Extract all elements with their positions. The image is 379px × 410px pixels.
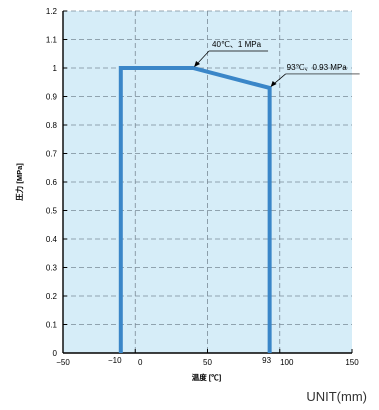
- y-tick-label: 0.6: [46, 178, 58, 187]
- x-tick-label: −50: [56, 358, 70, 367]
- y-tick-label: 0.4: [46, 235, 58, 244]
- y-tick-label: 0.5: [46, 207, 58, 216]
- grid-lines: [63, 10, 352, 353]
- y-tick-labels: 0 0.1 0.2 0.3 0.4 0.5 0.6 0.7 0.8 0.9 1 1.1 1.2: [46, 7, 58, 358]
- y-tick-label: 0.9: [46, 93, 58, 102]
- y-tick-label: 0.1: [46, 321, 58, 330]
- annotations: 40℃、1 MPa 93℃、0.93 MPa: [194, 40, 360, 87]
- leader-arrowhead: [270, 80, 277, 87]
- y-axis-title: 圧力 [MPa]: [14, 163, 24, 201]
- y-tick-label: 0.2: [46, 292, 58, 301]
- x-tick-label: −10: [108, 356, 122, 365]
- leader-arrowhead: [194, 61, 201, 67]
- y-tick-label: 1.2: [46, 7, 58, 16]
- annotation-40c: 40℃、1 MPa: [212, 40, 262, 49]
- y-tick-label: 0.7: [46, 150, 58, 159]
- y-tick-label: 0.8: [46, 121, 58, 130]
- x-tick-label: 50: [203, 358, 212, 367]
- pressure-temperature-chart: −50 −10 0 50 93 100 150 0 0.1 0.2 0.3 0.4 0.5 0.6 0.7…: [14, 7, 360, 382]
- y-tick-label: 1: [53, 64, 58, 73]
- x-tick-labels: −50 −10 0 50 93 100 150: [56, 356, 359, 367]
- x-tick-label: 150: [345, 358, 359, 367]
- y-tick-label: 0: [53, 349, 58, 358]
- y-tick-label: 0.3: [46, 264, 58, 273]
- x-tick-label: 93: [262, 356, 271, 365]
- x-tick-label: 0: [138, 358, 143, 367]
- unit-label: UNIT(mm): [306, 389, 367, 404]
- x-tick-label: 100: [280, 358, 294, 367]
- annotation-93c: 93℃、0.93 MPa: [287, 63, 348, 72]
- series-lines: [118, 66, 272, 353]
- y-tick-label: 1.1: [46, 36, 58, 45]
- x-axis-title: 温度 [℃]: [192, 372, 222, 382]
- pressure-limit-line: [118, 66, 272, 353]
